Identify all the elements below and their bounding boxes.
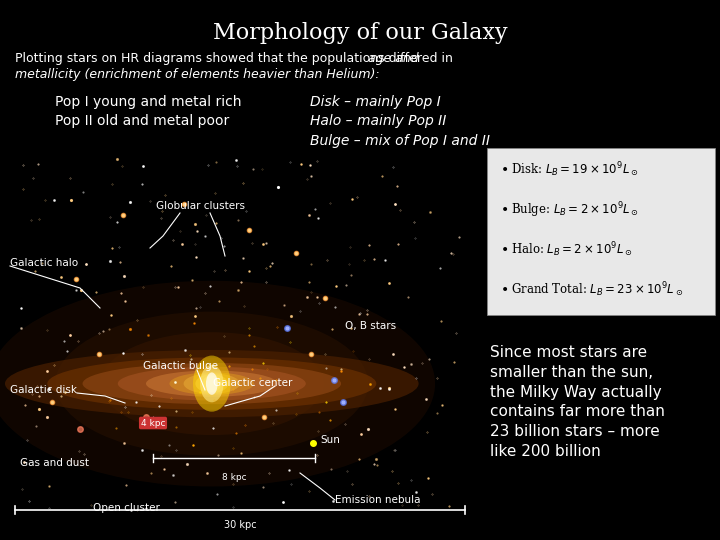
Text: Grand Total: $L_B = 23 \times 10^9 L_\odot$: Grand Total: $L_B = 23 \times 10^9 L_\od… (511, 281, 683, 299)
Ellipse shape (146, 370, 278, 397)
Text: •: • (501, 163, 509, 177)
Text: 30 kpc: 30 kpc (224, 520, 256, 530)
Text: Pop I young and metal rich
Pop II old and metal poor: Pop I young and metal rich Pop II old an… (55, 95, 241, 129)
Ellipse shape (5, 350, 418, 417)
Ellipse shape (100, 332, 323, 435)
FancyBboxPatch shape (487, 148, 715, 315)
Ellipse shape (200, 365, 223, 402)
Text: Halo: $L_B = 2 \times 10^9 L_\odot$: Halo: $L_B = 2 \times 10^9 L_\odot$ (511, 241, 633, 259)
Text: •: • (501, 203, 509, 217)
Text: Plotting stars on HR diagrams showed that the populations differed in: Plotting stars on HR diagrams showed tha… (15, 52, 457, 65)
Text: Disk: $L_B = 19 \times 10^9 L_\odot$: Disk: $L_B = 19 \times 10^9 L_\odot$ (511, 160, 639, 179)
Ellipse shape (55, 312, 368, 456)
Text: Globular clusters: Globular clusters (156, 201, 245, 211)
Text: Galactic center: Galactic center (213, 378, 292, 388)
Text: Morphology of our Galaxy: Morphology of our Galaxy (212, 22, 508, 44)
Ellipse shape (0, 281, 435, 487)
Text: •: • (501, 243, 509, 257)
Text: O, B stars: O, B stars (345, 321, 396, 331)
Bar (5, 148, 475, 522)
Text: metallicity (enrichment of elements heavier than Helium):: metallicity (enrichment of elements heav… (15, 68, 379, 81)
Text: Disk – mainly Pop I
Halo – mainly Pop II
Bulge – mix of Pop I and II: Disk – mainly Pop I Halo – mainly Pop II… (310, 95, 490, 148)
Text: Galactic halo: Galactic halo (10, 258, 78, 268)
Text: 4 kpc: 4 kpc (140, 418, 166, 428)
Ellipse shape (206, 373, 217, 395)
Text: •: • (501, 283, 509, 297)
Ellipse shape (184, 373, 240, 394)
Text: Gas and dust: Gas and dust (20, 458, 89, 468)
Text: 8 kpc: 8 kpc (222, 473, 246, 482)
Text: Emission nebula: Emission nebula (335, 495, 420, 505)
Ellipse shape (118, 367, 306, 401)
Ellipse shape (195, 374, 228, 393)
Text: Sun: Sun (320, 435, 340, 445)
Ellipse shape (193, 355, 230, 411)
Text: Galactic bulge: Galactic bulge (143, 361, 218, 371)
Text: Galactic disk: Galactic disk (10, 385, 77, 395)
Ellipse shape (83, 363, 341, 404)
Text: Open cluster: Open cluster (93, 503, 160, 513)
Text: Bulge: $L_B = 2 \times 10^9 L_\odot$: Bulge: $L_B = 2 \times 10^9 L_\odot$ (511, 200, 639, 220)
Ellipse shape (169, 373, 254, 395)
Ellipse shape (202, 375, 221, 392)
Text: Since most stars are
smaller than the sun,
the Milky Way actually
contains far m: Since most stars are smaller than the su… (490, 345, 665, 459)
Text: age and: age and (369, 52, 419, 65)
Ellipse shape (48, 357, 377, 410)
